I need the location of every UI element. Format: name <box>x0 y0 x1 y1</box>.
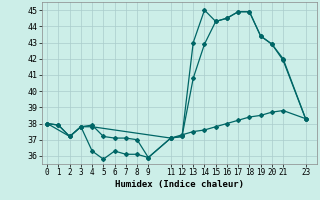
X-axis label: Humidex (Indice chaleur): Humidex (Indice chaleur) <box>115 180 244 189</box>
